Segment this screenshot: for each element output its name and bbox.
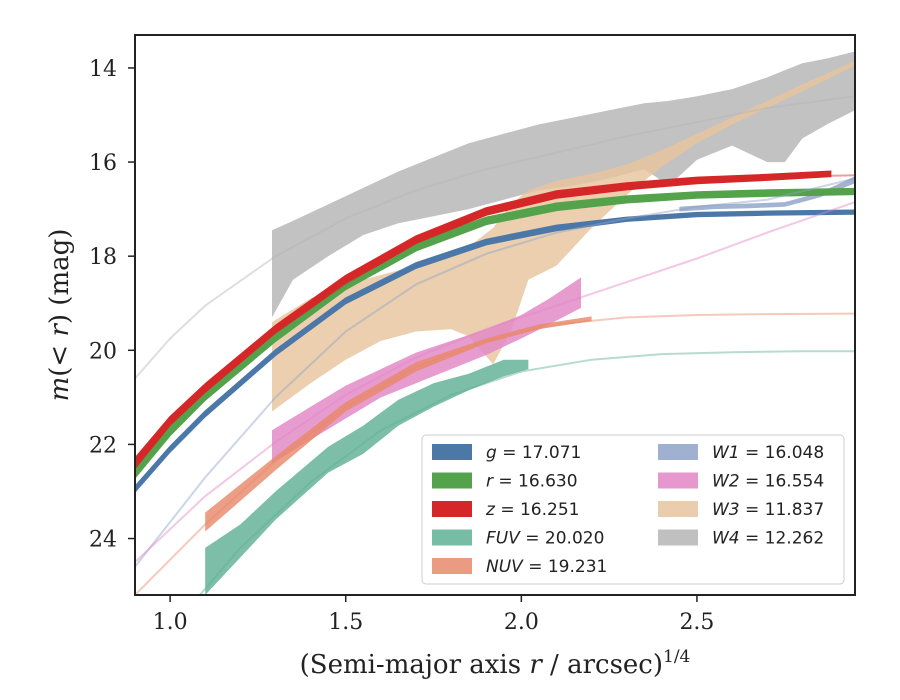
model-curve-w2 <box>135 201 855 563</box>
legend-swatch-g <box>432 444 472 460</box>
band-layer <box>135 51 855 595</box>
x-axis-title: (Semi-major axis r / arcsec)1/4 <box>300 647 691 680</box>
legend-label-nuv: NUV = 19.231 <box>486 557 607 577</box>
legend-label-z: z = 16.251 <box>485 500 579 520</box>
legend-swatch-w2 <box>658 472 698 489</box>
legend: g = 17.071 r = 16.630 z = 16.251 FUV = 20.0… <box>421 434 845 585</box>
x-tick-label: 2.5 <box>679 610 714 635</box>
legend-label-g: g = 17.071 <box>486 443 581 463</box>
y-axis-title: m(< r) (mag) <box>45 229 75 402</box>
model-curve-g <box>135 211 855 493</box>
legend-swatch-z <box>432 501 472 517</box>
model-curve-w4 <box>135 95 855 380</box>
band-w2 <box>272 277 581 464</box>
model-curve-r <box>135 190 855 474</box>
y-tick-label: 20 <box>89 339 117 364</box>
model-curve-layer <box>135 95 855 595</box>
y-tick-label: 22 <box>89 433 117 458</box>
x-tick-label: 1.0 <box>153 610 188 635</box>
y-tick-label: 14 <box>89 57 117 82</box>
plot-frame <box>134 34 856 596</box>
legend-label-w3: W3 = 11.837 <box>712 500 824 520</box>
legend-swatch-fuv <box>432 529 472 546</box>
band-g <box>135 209 855 494</box>
x-tick-label: 1.5 <box>328 610 363 635</box>
legend-box <box>421 434 845 585</box>
band-w3 <box>272 60 855 412</box>
y-tick-label: 24 <box>89 528 117 553</box>
model-curve-z <box>135 174 855 464</box>
legend-label-w4: W4 = 12.262 <box>712 529 824 549</box>
x-tick-label: 2.0 <box>504 610 539 635</box>
model-curve-nuv <box>135 312 855 595</box>
legend-label-w2: W2 = 16.554 <box>712 472 824 492</box>
model-curve-w1 <box>135 177 855 568</box>
legend-label-w1: W1 = 16.048 <box>712 443 824 463</box>
y-tick-label: 16 <box>89 151 117 176</box>
legend-swatch-w3 <box>658 501 698 517</box>
legend-swatch-w4 <box>658 529 698 546</box>
y-tick-label: 18 <box>89 245 117 270</box>
model-curve-fuv <box>198 350 855 595</box>
legend-swatch-w1 <box>658 444 698 460</box>
legend-swatch-r <box>432 472 472 489</box>
legend-label-r: r = 16.630 <box>486 472 578 492</box>
legend-swatch-nuv <box>432 558 472 574</box>
legend-label-fuv: FUV = 20.020 <box>486 529 604 549</box>
y-axis: 14 16 18 20 22 24 <box>89 57 135 553</box>
band-z <box>135 170 832 470</box>
x-axis: 1.0 1.5 2.0 2.5 <box>153 595 714 635</box>
